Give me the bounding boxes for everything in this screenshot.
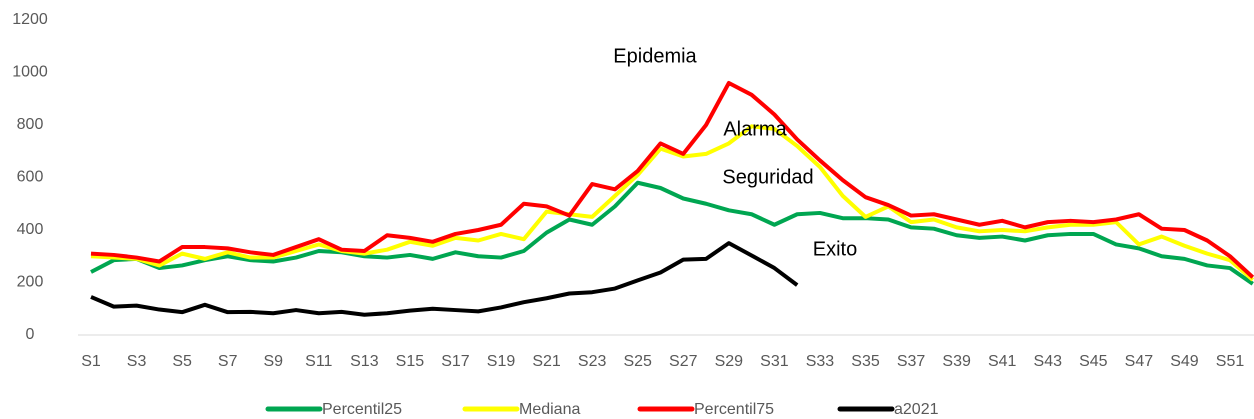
x-tick-label: S37	[897, 353, 926, 370]
x-tick-label: S33	[806, 353, 835, 370]
x-tick-label: S51	[1216, 353, 1245, 370]
y-tick-label: 0	[26, 326, 35, 343]
series-line	[90, 180, 1254, 286]
x-tick-label: S11	[305, 353, 332, 370]
x-tick-label: S29	[715, 353, 744, 370]
x-tick-label: S3	[127, 353, 147, 370]
annotation: Exito	[813, 238, 857, 260]
legend-label: Percentil25	[322, 401, 402, 418]
y-tick-label: 1200	[12, 11, 48, 28]
legend-label: Mediana	[519, 401, 580, 418]
x-tick-label: S43	[1034, 353, 1063, 370]
x-tick-label: S13	[350, 353, 379, 370]
x-tick-label: S17	[441, 353, 470, 370]
x-tick-label: S7	[218, 353, 238, 370]
x-tick-label: S21	[532, 353, 561, 370]
x-tick-label: S39	[942, 353, 971, 370]
legend-label: a2021	[894, 401, 939, 418]
x-tick-label: S47	[1125, 353, 1154, 370]
x-tick-label: S27	[669, 353, 698, 370]
y-tick-label: 1000	[12, 64, 48, 81]
x-tick-label: S19	[487, 353, 516, 370]
annotation: Seguridad	[722, 166, 813, 188]
x-tick-label: S35	[851, 353, 880, 370]
x-tick-label: S1	[81, 353, 101, 370]
x-tick-label: S49	[1170, 353, 1199, 370]
series-line	[90, 241, 799, 317]
x-tick-label: S31	[760, 353, 789, 370]
legend-label: Percentil75	[694, 401, 774, 418]
y-tick-label: 600	[17, 169, 44, 186]
series-line	[90, 124, 1254, 282]
y-tick-label: 800	[17, 116, 44, 133]
y-tick-label: 400	[17, 221, 44, 238]
x-tick-label: S25	[623, 353, 652, 370]
annotation: Epidemia	[613, 45, 697, 67]
x-tick-label: S15	[396, 353, 425, 370]
series-line	[90, 81, 1254, 279]
x-tick-label: S23	[578, 353, 607, 370]
x-tick-label: S5	[172, 353, 192, 370]
x-tick-label: S45	[1079, 353, 1108, 370]
y-tick-label: 200	[17, 274, 44, 291]
x-tick-label: S41	[988, 353, 1017, 370]
x-tick-label: S9	[263, 353, 283, 370]
annotation: Alarma	[723, 118, 787, 140]
